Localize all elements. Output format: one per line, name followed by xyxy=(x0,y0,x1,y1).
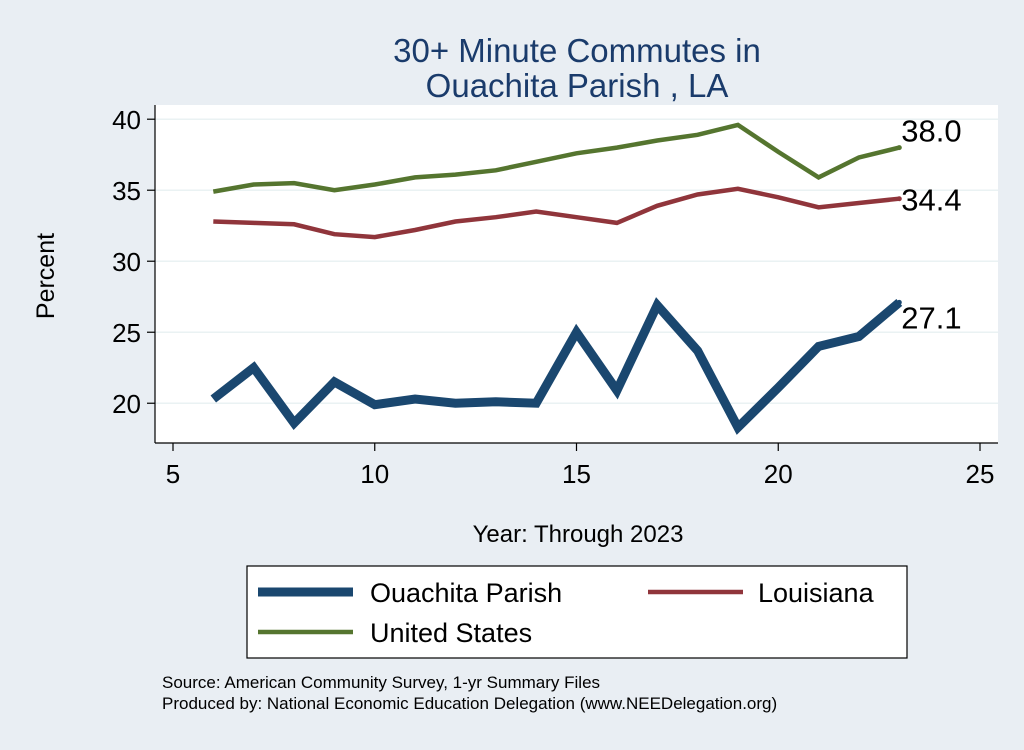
series-end-point-ouachita-parish xyxy=(896,299,902,305)
y-tick-label-30: 30 xyxy=(112,247,141,277)
x-tick-label-10: 10 xyxy=(360,459,389,489)
series-end-point-united-states xyxy=(896,145,902,151)
x-tick-label-25: 25 xyxy=(966,459,995,489)
series-line-united-states xyxy=(212,122,900,194)
x-tick-label-20: 20 xyxy=(764,459,793,489)
axis-ticks: 20 25 30 35 40 5 10 15 20 25 xyxy=(112,105,994,489)
y-tick-label-40: 40 xyxy=(112,105,141,135)
series-end-point-louisiana xyxy=(896,196,902,202)
chart-title-line-1: 30+ Minute Commutes in xyxy=(393,32,761,69)
y-axis-title: Percent xyxy=(32,233,60,319)
chart-title-line-2: Ouachita Parish , LA xyxy=(426,67,729,104)
x-tick-label-5: 5 xyxy=(166,459,180,489)
legend-box xyxy=(246,565,908,659)
legend-label-united-states: United States xyxy=(370,618,532,648)
producer-note: Produced by: National Economic Education… xyxy=(162,694,777,713)
end-label-louisiana: 34.4 xyxy=(901,183,961,218)
plot-area xyxy=(155,105,998,443)
series-line-louisiana xyxy=(213,186,900,240)
series-lines xyxy=(210,122,903,435)
end-label-ouachita-parish: 27.1 xyxy=(901,300,961,335)
x-axis-title: Year: Through 2023 xyxy=(473,521,684,548)
series-line-ouachita-parish xyxy=(210,297,903,435)
end-labels: 27.1 34.4 38.0 xyxy=(901,114,961,336)
source-note: Source: American Community Survey, 1-yr … xyxy=(162,673,600,692)
legend-label-ouachita-parish: Ouachita Parish xyxy=(370,578,562,608)
legend: Ouachita Parish Louisiana United States xyxy=(246,565,908,659)
y-tick-label-20: 20 xyxy=(112,389,141,419)
legend-label-louisiana: Louisiana xyxy=(758,578,875,608)
x-tick-label-15: 15 xyxy=(562,459,591,489)
end-label-united-states: 38.0 xyxy=(901,114,961,149)
y-tick-label-25: 25 xyxy=(112,318,141,348)
y-tick-label-35: 35 xyxy=(112,176,141,206)
